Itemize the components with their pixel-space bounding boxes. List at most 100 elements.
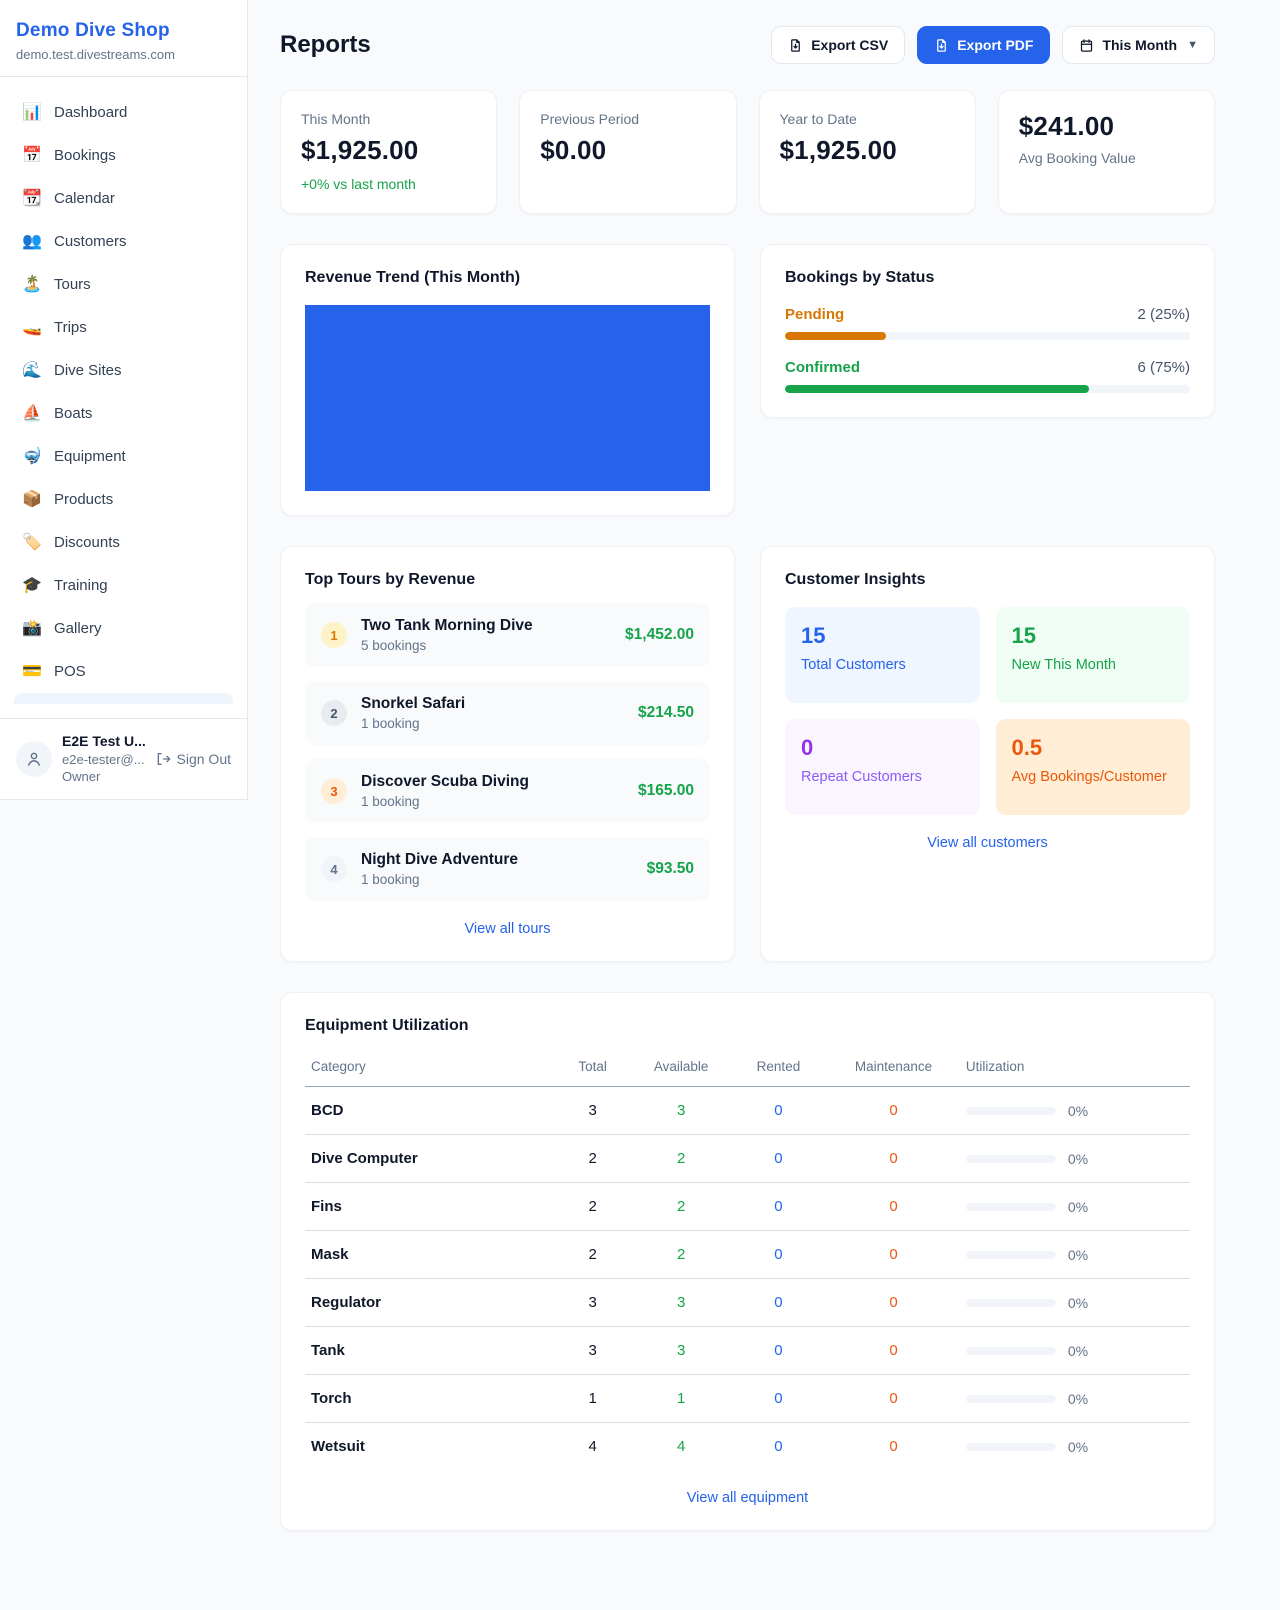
tour-name: Snorkel Safari bbox=[361, 695, 466, 712]
export-pdf-button[interactable]: Export PDF bbox=[917, 26, 1051, 64]
rank-badge: 4 bbox=[321, 856, 347, 882]
sidebar-item-equipment[interactable]: 🤿 Equipment bbox=[12, 435, 235, 478]
progress-track bbox=[785, 332, 1190, 340]
utilization-percent: 0% bbox=[1067, 1246, 1089, 1263]
period-label: This Month bbox=[1102, 37, 1178, 53]
revenue-trend-title: Revenue Trend (This Month) bbox=[305, 269, 521, 286]
sidebar-item-label: POS bbox=[54, 663, 86, 680]
cell-rented: 0 bbox=[729, 1326, 828, 1375]
tour-row[interactable]: 3 Discover Scuba Diving 1 booking $165.0… bbox=[305, 759, 710, 823]
status-row-confirmed: Confirmed 6 (75%) bbox=[785, 359, 1190, 393]
cell-available: 3 bbox=[632, 1086, 730, 1135]
cell-maintenance: 0 bbox=[827, 1326, 960, 1375]
equipment-utilization-title: Equipment Utilization bbox=[305, 1017, 469, 1034]
sidebar-item-bookings[interactable]: 📅 Bookings bbox=[12, 134, 235, 177]
cell-category: Dive Computer bbox=[305, 1134, 553, 1183]
sidebar-item-gallery[interactable]: 📸 Gallery bbox=[12, 607, 235, 650]
stat-label: This Month bbox=[301, 111, 371, 127]
table-header-row: Category Total Available Rented Maintena… bbox=[305, 1049, 1190, 1087]
cell-maintenance: 0 bbox=[827, 1086, 960, 1135]
insights-grid: 15 Total Customers 15 New This Month 0 R… bbox=[785, 607, 1190, 815]
tile-value: 15 bbox=[1011, 623, 1036, 648]
header-actions: Export CSV Export PDF This Month ▼ bbox=[771, 26, 1215, 64]
tile-label: Total Customers bbox=[801, 657, 906, 673]
sidebar-item-label: Discounts bbox=[54, 534, 120, 551]
sidebar-item-discounts[interactable]: 🏷️ Discounts bbox=[12, 521, 235, 564]
sidebar-item-trips[interactable]: 🚤 Trips bbox=[12, 306, 235, 349]
col-maintenance: Maintenance bbox=[827, 1049, 960, 1087]
cell-utilization: 0% bbox=[959, 1326, 1190, 1375]
cell-utilization: 0% bbox=[959, 1374, 1190, 1423]
cell-utilization: 0% bbox=[959, 1230, 1190, 1279]
page-header: Reports Export CSV Export PDF bbox=[280, 26, 1215, 64]
rank-badge: 3 bbox=[321, 778, 347, 804]
cell-category: Mask bbox=[305, 1230, 553, 1279]
tile-value: 15 bbox=[801, 623, 826, 648]
tour-row[interactable]: 1 Two Tank Morning Dive 5 bookings $1,45… bbox=[305, 603, 710, 667]
sidebar-item-tours[interactable]: 🏝️ Tours bbox=[12, 263, 235, 306]
cell-available: 2 bbox=[632, 1134, 730, 1183]
dashboard-icon: 📊 bbox=[22, 103, 42, 121]
user-email: e2e-tester@... bbox=[62, 751, 145, 767]
file-download-icon bbox=[934, 38, 949, 53]
cell-total: 3 bbox=[552, 1086, 633, 1135]
bookings-by-status-card: Bookings by Status Pending 2 (25%) Confi… bbox=[760, 244, 1215, 418]
stat-card-this-month: This Month $1,925.00 +0% vs last month bbox=[280, 90, 498, 214]
sidebar-item-training[interactable]: 🎓 Training bbox=[12, 564, 235, 607]
tile-new-this-month: 15 New This Month bbox=[995, 607, 1190, 703]
sidebar-item-pos[interactable]: 💳 POS bbox=[12, 650, 235, 693]
sidebar-item-boats[interactable]: ⛵ Boats bbox=[12, 392, 235, 435]
sidebar-item-label: Products bbox=[54, 491, 114, 508]
stat-delta: +0% vs last month bbox=[301, 176, 416, 192]
sidebar-item-dive-sites[interactable]: 🌊 Dive Sites bbox=[12, 349, 235, 392]
revenue-trend-chart bbox=[305, 305, 710, 491]
tour-row[interactable]: 4 Night Dive Adventure 1 booking $93.50 bbox=[305, 837, 710, 901]
sidebar-item-dashboard[interactable]: 📊 Dashboard bbox=[12, 91, 235, 134]
cell-rented: 0 bbox=[729, 1278, 828, 1327]
cell-category: BCD bbox=[305, 1086, 553, 1135]
revenue-bar bbox=[305, 305, 710, 491]
sidebar-item-label: Dive Sites bbox=[54, 362, 122, 379]
cell-category: Wetsuit bbox=[311, 1438, 365, 1455]
main-content: Reports Export CSV Export PDF bbox=[248, 0, 1280, 1601]
cell-total: 2 bbox=[552, 1182, 633, 1231]
utilization-track bbox=[965, 1394, 1056, 1403]
cell-utilization: 0% bbox=[959, 1134, 1190, 1183]
sidebar-item-products[interactable]: 📦 Products bbox=[12, 478, 235, 521]
avatar bbox=[16, 741, 52, 777]
view-all-customers-link[interactable]: View all customers bbox=[927, 835, 1048, 851]
tour-name: Two Tank Morning Dive bbox=[361, 617, 533, 634]
rank-badge: 2 bbox=[321, 700, 347, 726]
tour-row[interactable]: 2 Snorkel Safari 1 booking $214.50 bbox=[305, 681, 710, 745]
top-tours-card: Top Tours by Revenue 1 Two Tank Morning … bbox=[280, 546, 735, 962]
table-row: Dive Computer 2 2 0 0 0% bbox=[305, 1134, 1190, 1183]
table-row: BCD 3 3 0 0 0% bbox=[305, 1086, 1190, 1135]
export-csv-button[interactable]: Export CSV bbox=[771, 26, 906, 64]
stat-label: Previous Period bbox=[540, 111, 640, 127]
cell-category: Regulator bbox=[305, 1278, 553, 1327]
sidebar-item-label: Tours bbox=[54, 276, 91, 293]
progress-track bbox=[785, 385, 1190, 393]
sidebar-item-reports-partial[interactable] bbox=[14, 693, 233, 704]
view-all-tours-link[interactable]: View all tours bbox=[464, 921, 551, 937]
tile-avg-bookings: 0.5 Avg Bookings/Customer bbox=[995, 719, 1190, 815]
cell-rented: 0 bbox=[729, 1134, 828, 1183]
period-select[interactable]: This Month ▼ bbox=[1062, 26, 1215, 64]
sidebar-item-label: Training bbox=[54, 577, 108, 594]
brand-title[interactable]: Demo Dive Shop bbox=[16, 20, 170, 41]
status-label: Pending bbox=[785, 306, 845, 323]
sidebar-item-customers[interactable]: 👥 Customers bbox=[12, 220, 235, 263]
sign-out-button[interactable]: Sign Out bbox=[155, 751, 231, 767]
cell-total: 3 bbox=[552, 1278, 633, 1327]
utilization-track bbox=[965, 1442, 1056, 1451]
col-utilization: Utilization bbox=[959, 1049, 1190, 1087]
tile-value: 0.5 bbox=[1011, 735, 1043, 760]
user-role: Owner bbox=[62, 769, 101, 785]
utilization-track bbox=[965, 1106, 1056, 1115]
tour-bookings: 1 booking bbox=[361, 716, 420, 731]
tour-revenue: $214.50 bbox=[637, 704, 694, 721]
rank-badge: 1 bbox=[321, 622, 347, 648]
sidebar-item-calendar[interactable]: 📆 Calendar bbox=[12, 177, 235, 220]
cell-total: 4 bbox=[588, 1438, 597, 1455]
view-all-equipment-link[interactable]: View all equipment bbox=[686, 1490, 809, 1506]
